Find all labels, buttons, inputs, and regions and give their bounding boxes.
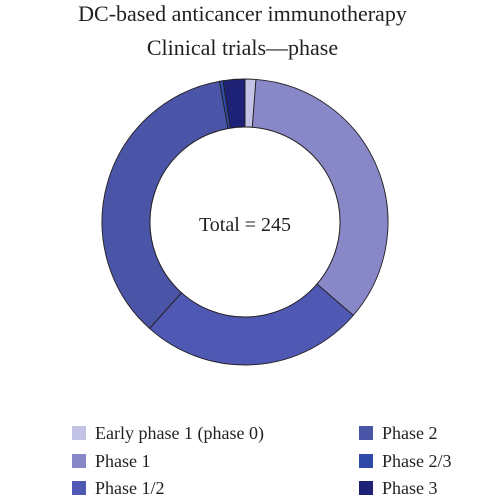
- chart-title: DC-based anticancer immunotherapy: [78, 1, 407, 26]
- legend-label: Phase 3: [382, 477, 438, 498]
- legend-label: Phase 1: [95, 450, 151, 471]
- donut-hole: [149, 126, 341, 318]
- legend-swatch: [72, 454, 86, 468]
- center-total-label: Total = 245: [199, 214, 291, 236]
- legend-swatch: [359, 426, 373, 440]
- legend-label: Early phase 1 (phase 0): [95, 422, 264, 443]
- legend-swatch: [72, 426, 86, 440]
- legend: Early phase 1 (phase 0) Phase 1 Phase 1/…: [0, 421, 485, 500]
- legend-item-phase-2: Phase 2: [359, 421, 438, 445]
- legend-label: Phase 2/3: [382, 450, 452, 471]
- legend-swatch: [359, 454, 373, 468]
- legend-item-phase-1-2: Phase 1/2: [72, 476, 165, 500]
- chart-subtitle: Clinical trials—phase: [146, 35, 339, 60]
- legend-label: Phase 1/2: [95, 477, 165, 498]
- legend-item-phase-3: Phase 3: [359, 476, 438, 500]
- donut-chart: Total = 245: [101, 78, 389, 366]
- legend-item-phase-1: Phase 1: [72, 449, 151, 473]
- legend-item-phase-2-3: Phase 2/3: [359, 449, 452, 473]
- legend-label: Phase 2: [382, 422, 438, 443]
- legend-item-early-phase-1: Early phase 1 (phase 0): [72, 421, 264, 445]
- legend-swatch: [359, 481, 373, 495]
- legend-swatch: [72, 481, 86, 495]
